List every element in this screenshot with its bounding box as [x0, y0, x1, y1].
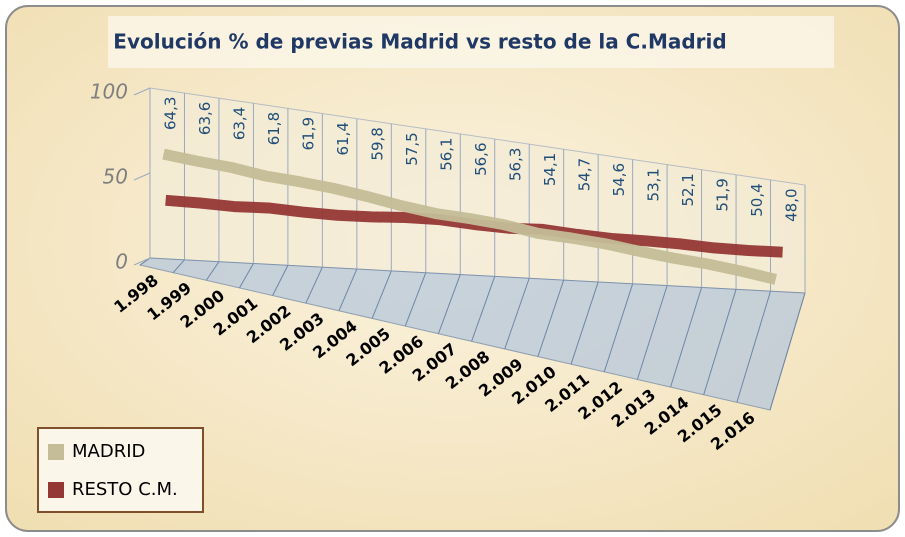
legend-swatch	[48, 482, 64, 498]
grid-line	[133, 257, 151, 266]
floor-divider	[703, 289, 737, 395]
floor-divider	[239, 263, 254, 289]
y-tick-label: 50	[103, 165, 128, 189]
floor-divider	[338, 268, 358, 311]
floor-divider	[437, 274, 461, 334]
floor-divider	[172, 259, 185, 273]
floor-divider	[670, 287, 703, 388]
chart-title: Evolución % de previas Madrid vs resto d…	[113, 30, 726, 54]
data-label: 61,8	[265, 112, 283, 145]
legend-label: RESTO C.M.	[72, 479, 178, 500]
floor-divider	[371, 270, 392, 319]
series-line	[162, 148, 778, 285]
data-label: 57,5	[403, 132, 421, 165]
y-tick-label: 0	[115, 250, 128, 274]
floor-divider	[537, 279, 565, 357]
data-label: 50,4	[748, 183, 766, 216]
data-label: 61,4	[334, 122, 352, 155]
data-label: 63,4	[231, 107, 249, 140]
data-label: 59,8	[369, 127, 387, 160]
floor-divider	[636, 285, 668, 380]
floor-divider	[570, 281, 599, 365]
data-label: 56,3	[506, 148, 524, 181]
floor-divider	[769, 292, 806, 411]
data-label: 56,1	[438, 137, 456, 170]
grid-line	[133, 172, 151, 181]
floor-divider	[272, 265, 289, 296]
data-label: 56,6	[472, 143, 490, 176]
data-label: 51,9	[713, 178, 731, 211]
floor-divider	[205, 261, 220, 281]
floor-divider	[305, 267, 323, 304]
floor-divider	[603, 283, 634, 372]
data-label: 61,9	[300, 117, 318, 150]
data-label: 48,0	[782, 188, 800, 221]
data-label: 64,3	[162, 97, 180, 130]
floor-divider	[404, 272, 427, 327]
data-label: 63,6	[196, 102, 214, 135]
legend	[37, 427, 204, 513]
data-label: 54,7	[575, 158, 593, 191]
y-tick-label: 100	[90, 80, 128, 104]
data-label: 52,1	[679, 173, 697, 206]
floor-divider	[736, 291, 772, 403]
legend-swatch	[48, 444, 64, 460]
grid-line	[133, 87, 151, 96]
legend-items: MADRID RESTO C.M.	[48, 441, 178, 500]
legend-label: MADRID	[72, 441, 145, 462]
data-label: 54,6	[610, 163, 628, 196]
floor-divider	[504, 278, 530, 350]
data-label: 54,1	[541, 153, 559, 186]
title-box	[108, 16, 834, 68]
data-label: 53,1	[644, 168, 662, 201]
floor-divider	[471, 276, 496, 342]
